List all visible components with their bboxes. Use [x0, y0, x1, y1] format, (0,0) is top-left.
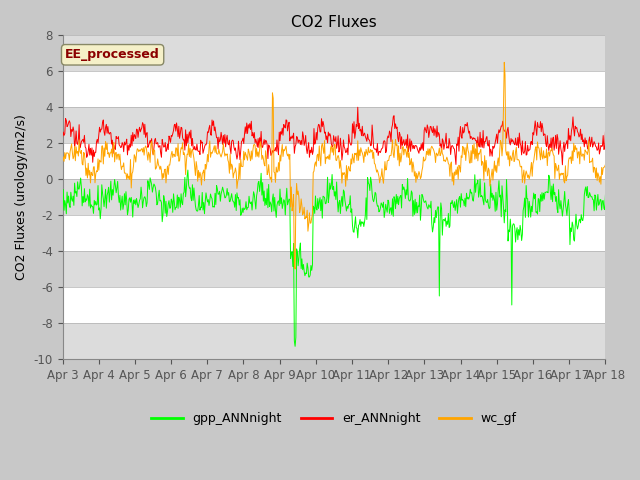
Legend: gpp_ANNnight, er_ANNnight, wc_gf: gpp_ANNnight, er_ANNnight, wc_gf [147, 407, 522, 430]
Y-axis label: CO2 Fluxes (urology/m2/s): CO2 Fluxes (urology/m2/s) [15, 114, 28, 280]
Title: CO2 Fluxes: CO2 Fluxes [291, 15, 377, 30]
Text: EE_processed: EE_processed [65, 48, 160, 61]
Bar [63, 251, 605, 287]
Bar [63, 36, 605, 72]
Bar [63, 179, 605, 215]
Bar [63, 323, 605, 359]
Bar [63, 107, 605, 143]
